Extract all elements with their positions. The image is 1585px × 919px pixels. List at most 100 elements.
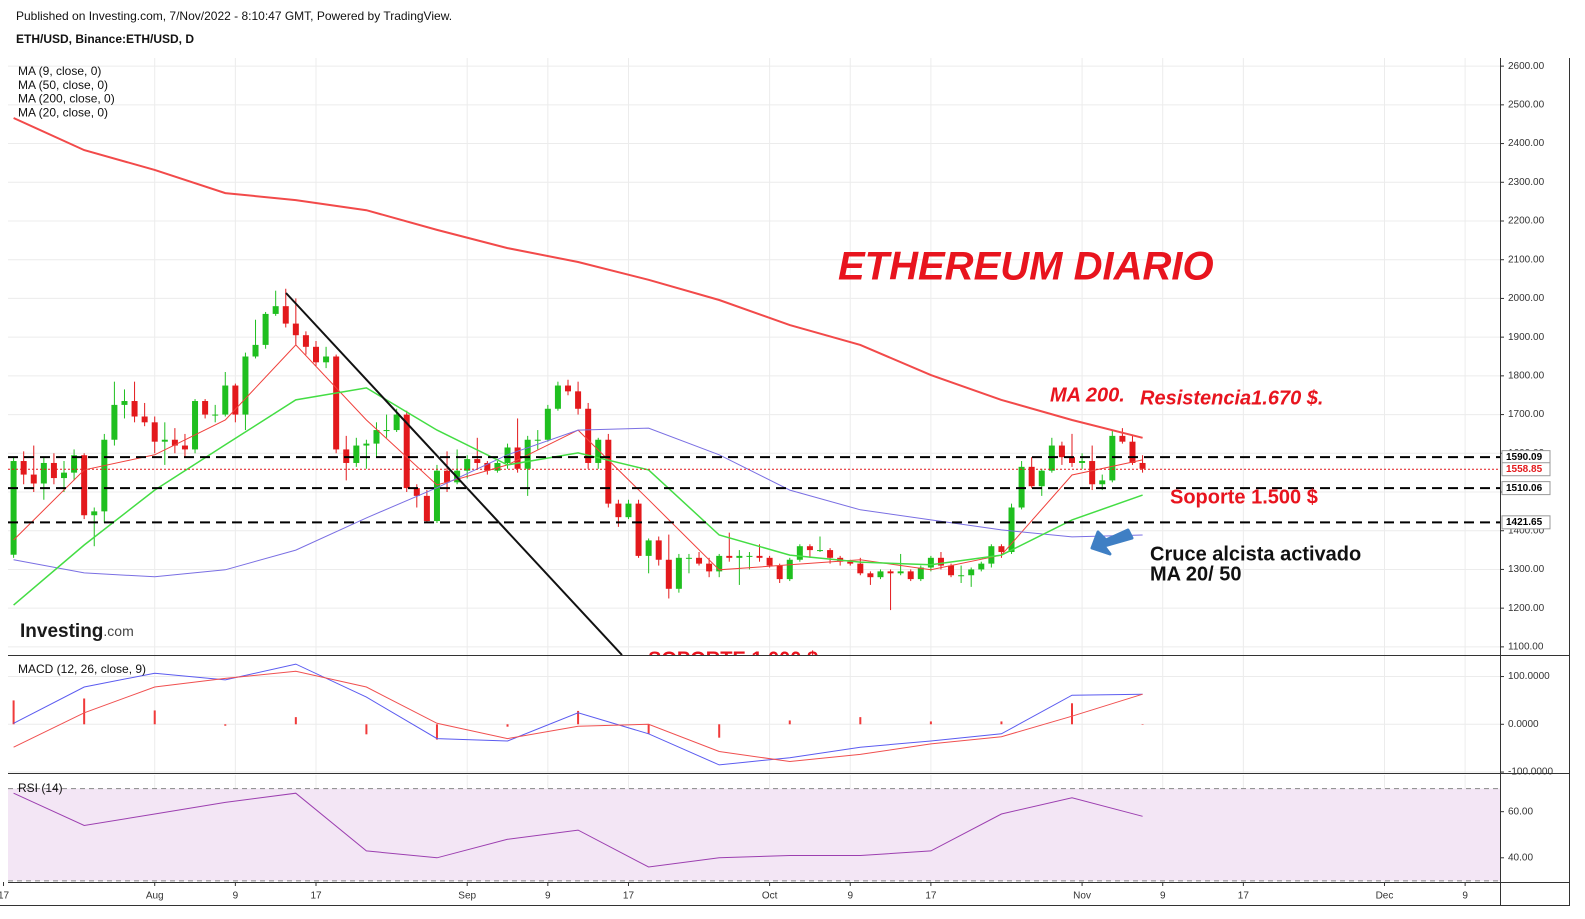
candle-body [958,575,965,577]
candle-body [706,563,713,572]
candle-body [1139,462,1146,469]
macd-bar [647,724,650,734]
candle-body [917,567,924,580]
candle-body [806,546,813,551]
candle-body [1058,445,1065,458]
candle-body [474,459,481,463]
macd-bar [1000,721,1003,725]
candle-body [61,472,67,479]
rsi-line [13,792,1143,868]
legend-entry: MA (200, close, 0) [18,92,115,106]
y-tick-label: 1200.00 [1508,603,1545,614]
candle-body [1028,466,1035,487]
arrow [1090,528,1134,556]
candle-body [978,563,985,570]
candle-body [776,565,783,580]
candle-body [413,488,420,496]
rsi-panel [8,775,1500,882]
y-tick-label: 0.0000 [1508,719,1539,730]
candle-body [756,555,763,558]
candle-body [877,571,884,578]
candle-body [817,550,823,552]
macd-bar [1141,724,1144,725]
y-tick-label: 60.00 [1508,806,1533,817]
rsi-band [8,788,1500,881]
candle-body [181,445,188,450]
y-tick-label: 2300.00 [1508,177,1545,188]
candle-body [766,557,773,566]
annotation: Soporte 1.500 $ [1170,486,1318,508]
x-tick-label: Sep [458,891,476,902]
candle-body [272,306,279,314]
candle-body [111,404,118,440]
candle-body [494,462,501,471]
candle-body [595,439,602,463]
macd-bar [859,717,862,725]
candle-body [464,459,471,471]
logo-suffix: .com [103,623,133,639]
candle-body [373,430,380,444]
y-tick-label: 2200.00 [1508,216,1545,227]
candle-body [544,408,551,440]
level-label: 1558.85 [1506,464,1543,475]
candle-body [746,555,753,557]
level-label: 1510.06 [1506,483,1543,494]
ma-line [13,427,1143,578]
candle-body [907,571,914,580]
macd-bar [1071,703,1073,725]
candle-body [1089,461,1096,485]
y-tick-label: 40.00 [1508,852,1533,863]
y-tick-label: -100.0000 [1508,767,1553,778]
candle-body [363,443,370,446]
candle-body [665,559,672,589]
candle-body [20,461,27,475]
level-box [1501,481,1551,496]
candle-body [1069,457,1075,463]
candle-body [222,385,229,415]
logo-brand: Investing [20,621,103,642]
y-tick-label: 2500.00 [1508,99,1545,110]
candle-body [726,555,733,558]
annotation: Resistencia1.670 $. [1140,387,1323,409]
candle-body [675,557,682,589]
panel-title: MACD (12, 26, close, 9) [18,662,146,676]
candle-body [30,474,37,484]
candle-body [232,385,239,415]
price-panel [8,58,1500,655]
candle-body [786,559,793,580]
panel-title: RSI (14) [18,781,63,795]
macd-bar [929,721,932,725]
candle-body [615,503,622,518]
y-tick-label: 1800.00 [1508,370,1545,381]
candle-body [101,439,108,512]
candle-body [121,401,128,405]
candle-body [10,461,17,555]
candle-body [867,573,874,578]
level-label: 1590.09 [1506,452,1543,463]
level-box [1501,515,1551,530]
candle-body [847,561,854,564]
y-tick-label: 1400.00 [1508,525,1545,536]
candle-body [1038,470,1045,487]
level-box [1501,462,1551,477]
candle-body [605,439,612,504]
macd-bar [577,710,580,725]
candle-body [323,356,330,363]
trend-line [285,292,623,655]
candle-body [192,401,199,450]
candle-body [887,571,894,574]
candle-body [50,462,57,479]
annotation: SOPORTE 1.000 $ [648,648,818,670]
candle-body [988,546,995,564]
candle-body [202,401,209,415]
x-tick-label: 17 [925,891,937,902]
candle-body [937,557,944,566]
candle-body [433,470,440,522]
candle-body [302,335,309,347]
candle-body [262,313,269,345]
annotation: MA 200. [1050,384,1125,406]
y-tick-label: 2100.00 [1508,254,1545,265]
x-tick-label: 17 [0,891,10,902]
candle-body [71,455,78,473]
